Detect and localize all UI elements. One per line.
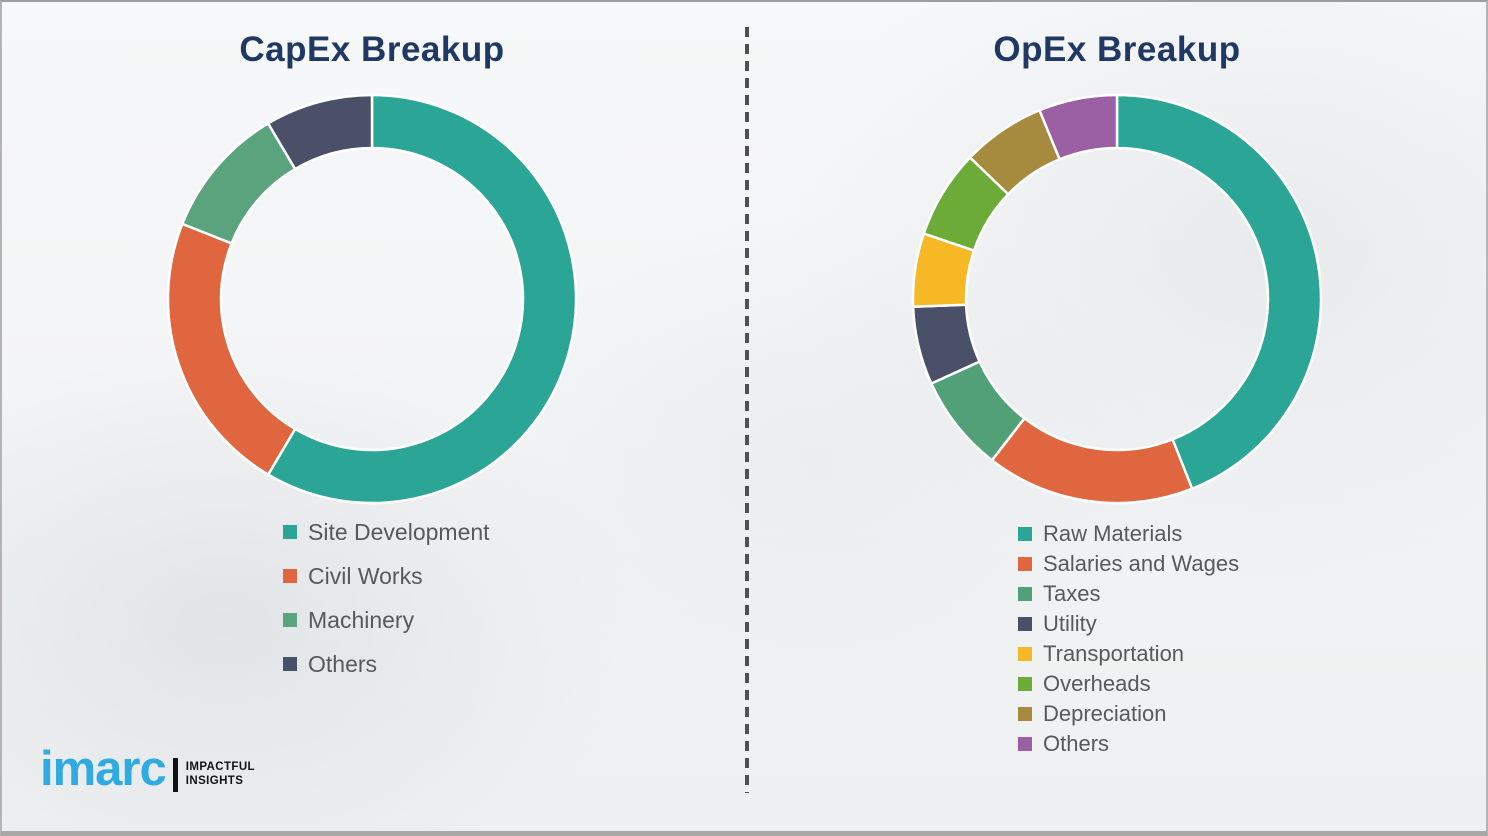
logo-separator-bar	[172, 757, 178, 792]
donut-segment-civil-works	[166, 222, 297, 477]
legend-swatch-icon	[283, 613, 297, 627]
legend-label: Others	[308, 650, 378, 677]
legend-swatch-icon	[1018, 707, 1032, 721]
capex-donut-chart	[166, 93, 578, 505]
legend-swatch-icon	[283, 657, 297, 671]
capex-legend: Site Development Civil Works Machinery Othe…	[283, 510, 490, 686]
legend-label: Site Development	[308, 518, 490, 545]
imarc-logo: imarc IMPACTFUL INSIGHTS	[40, 745, 255, 794]
opex-legend: Raw Materials Salaries and Wages Taxes Util…	[1018, 519, 1239, 759]
legend-label: Raw Materials	[1043, 521, 1183, 546]
opex-chart-title: OpEx Breakup	[993, 30, 1241, 69]
legend-swatch-icon	[1018, 737, 1032, 751]
donut-segment-others	[1037, 93, 1119, 161]
legend-label: Utility	[1043, 611, 1097, 636]
legend-item-depreciation: Depreciation	[1018, 699, 1239, 729]
legend-item-utility: Utility	[1018, 609, 1239, 639]
legend-item-salaries-and-wages: Salaries and Wages	[1018, 549, 1239, 579]
legend-item-transportation: Transportation	[1018, 639, 1239, 669]
logo-tagline-line2: INSIGHTS	[185, 774, 244, 787]
legend-item-machinery: Machinery	[283, 598, 490, 642]
logo-tagline: IMPACTFUL INSIGHTS	[186, 761, 255, 788]
legend-label: Civil Works	[308, 562, 423, 589]
legend-label: Others	[1043, 731, 1110, 756]
legend-swatch-icon	[283, 525, 297, 539]
legend-item-others: Others	[283, 642, 490, 686]
legend-label: Depreciation	[1043, 701, 1167, 726]
legend-label: Salaries and Wages	[1043, 551, 1240, 576]
donut-segment-salaries-and-wages	[990, 416, 1194, 505]
legend-item-taxes: Taxes	[1018, 579, 1239, 609]
legend-swatch-icon	[1018, 677, 1032, 691]
opex-donut-chart	[911, 93, 1323, 505]
legend-swatch-icon	[1018, 587, 1032, 601]
legend-item-civil-works: Civil Works	[283, 554, 490, 598]
legend-label: Taxes	[1043, 581, 1101, 606]
legend-label: Overheads	[1043, 671, 1151, 696]
legend-item-raw-materials: Raw Materials	[1018, 519, 1239, 549]
dashed-divider-line	[745, 27, 749, 793]
donut-segment-raw-materials	[1115, 93, 1323, 491]
legend-swatch-icon	[283, 569, 297, 583]
capex-chart-title: CapEx Breakup	[239, 30, 505, 69]
donut-segment-others	[266, 93, 374, 171]
legend-swatch-icon	[1018, 527, 1032, 541]
legend-swatch-icon	[1018, 557, 1032, 571]
legend-swatch-icon	[1018, 647, 1032, 661]
legend-item-site-development: Site Development	[283, 510, 490, 554]
legend-item-others: Others	[1018, 729, 1239, 759]
legend-swatch-icon	[1018, 617, 1032, 631]
logo-tagline-line1: IMPACTFUL	[185, 760, 255, 773]
legend-label: Machinery	[308, 606, 415, 633]
legend-item-overheads: Overheads	[1018, 669, 1239, 699]
legend-label: Transportation	[1043, 641, 1185, 666]
imarc-brand-wordmark: imarc	[40, 742, 167, 796]
donut-segment-site-development	[266, 93, 578, 505]
